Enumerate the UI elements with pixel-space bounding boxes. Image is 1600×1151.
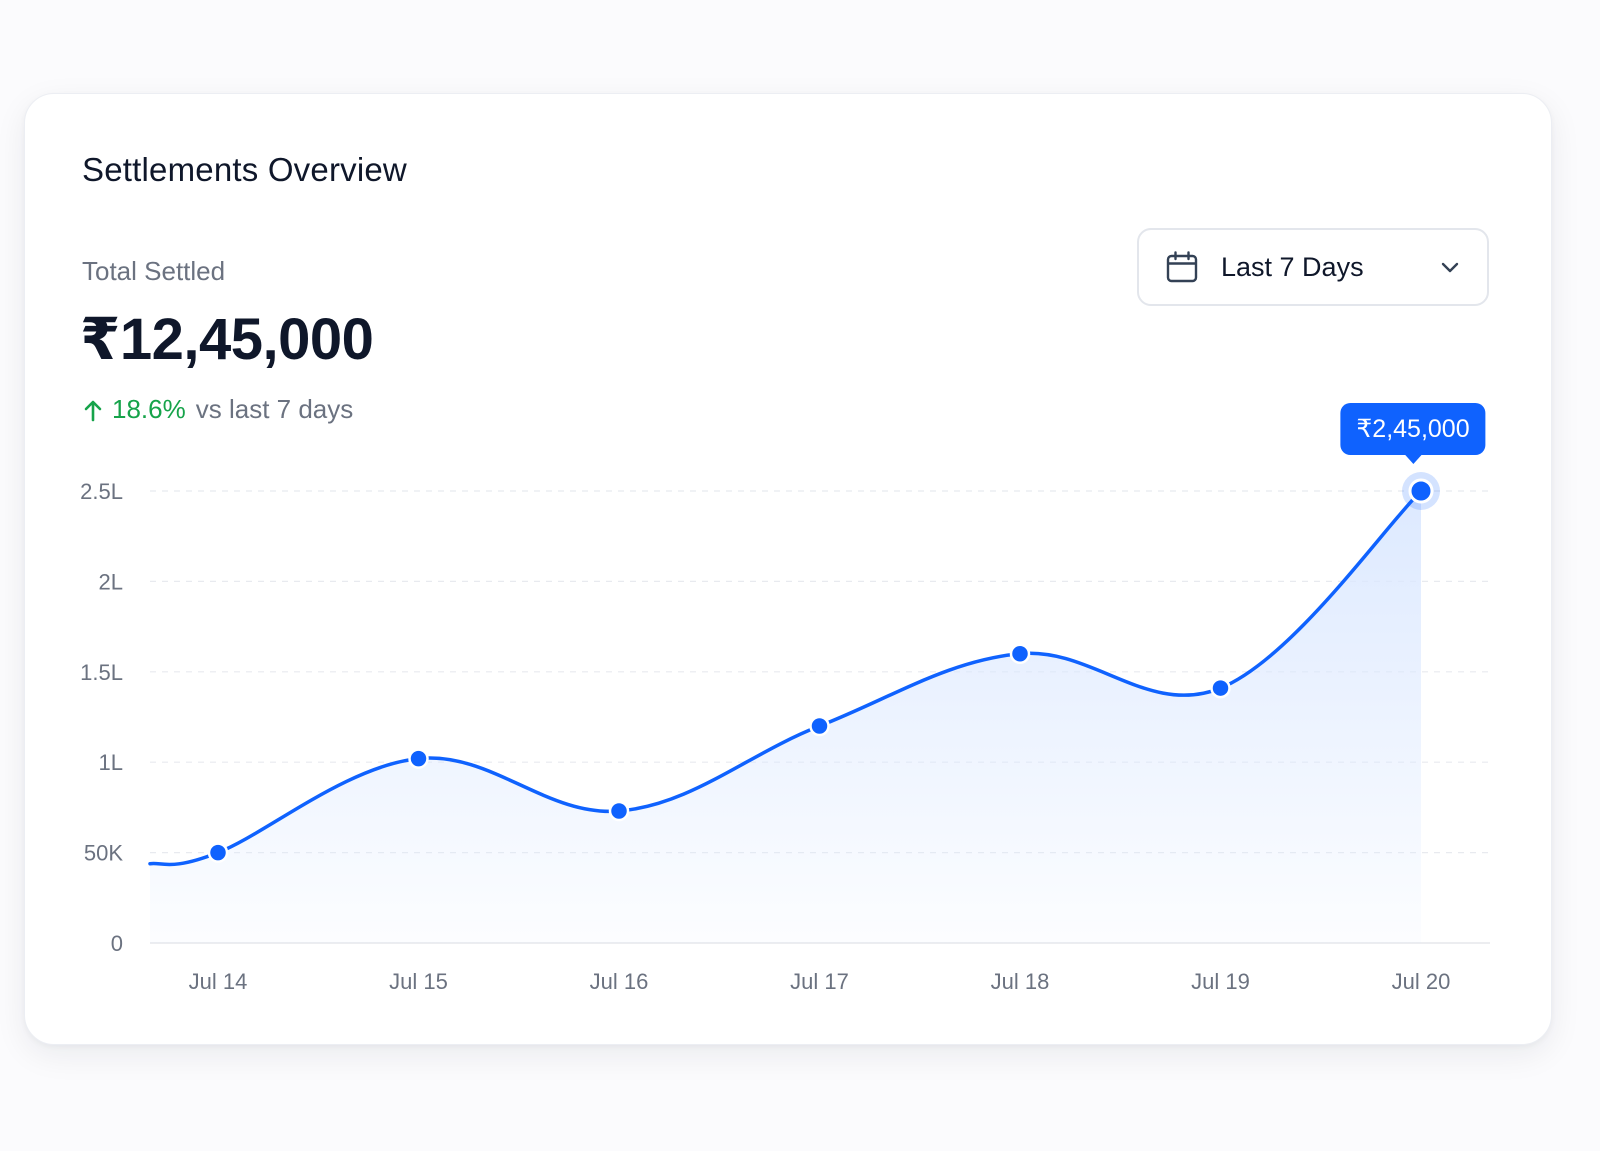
arrow-up-icon xyxy=(82,397,104,423)
chevron-down-icon xyxy=(1439,256,1461,278)
date-range-label: Last 7 Days xyxy=(1221,251,1364,282)
x-tick-label: Jul 16 xyxy=(590,969,649,994)
data-point xyxy=(408,748,429,769)
y-tick-label: 50K xyxy=(84,841,123,866)
data-point xyxy=(1009,643,1031,664)
data-point xyxy=(207,842,229,863)
x-tick-label: Jul 19 xyxy=(1191,969,1250,994)
change-percent: 18.6% xyxy=(112,394,186,424)
y-tick-label: 0 xyxy=(111,931,123,956)
x-tick-label: Jul 17 xyxy=(790,969,849,994)
x-tick-label: Jul 20 xyxy=(1392,969,1451,994)
card-title: Settlements Overview xyxy=(82,151,407,188)
series-area xyxy=(150,491,1421,943)
change-suffix: vs last 7 days xyxy=(195,394,354,424)
x-tick-label: Jul 15 xyxy=(389,969,448,994)
data-point xyxy=(1210,677,1231,699)
calendar-icon xyxy=(1165,250,1199,284)
total-settled-value: ₹12,45,000 xyxy=(80,307,374,372)
highlight-tooltip: ₹2,45,000 xyxy=(1340,403,1486,464)
data-point xyxy=(809,715,830,737)
total-settled-label: Total Settled xyxy=(82,256,226,286)
date-range-select[interactable]: Last 7 Days xyxy=(1137,228,1489,306)
y-tick-label: 1L xyxy=(99,750,123,775)
y-tick-label: 2.5L xyxy=(80,479,123,504)
change-indicator: 18.6% vs last 7 days xyxy=(82,394,353,425)
highlight-point xyxy=(1408,478,1434,504)
data-point xyxy=(608,800,630,822)
y-tick-label: 1.5L xyxy=(80,660,123,685)
y-tick-label: 2L xyxy=(99,569,123,594)
x-tick-label: Jul 18 xyxy=(991,969,1050,994)
x-tick-label: Jul 14 xyxy=(189,969,248,994)
